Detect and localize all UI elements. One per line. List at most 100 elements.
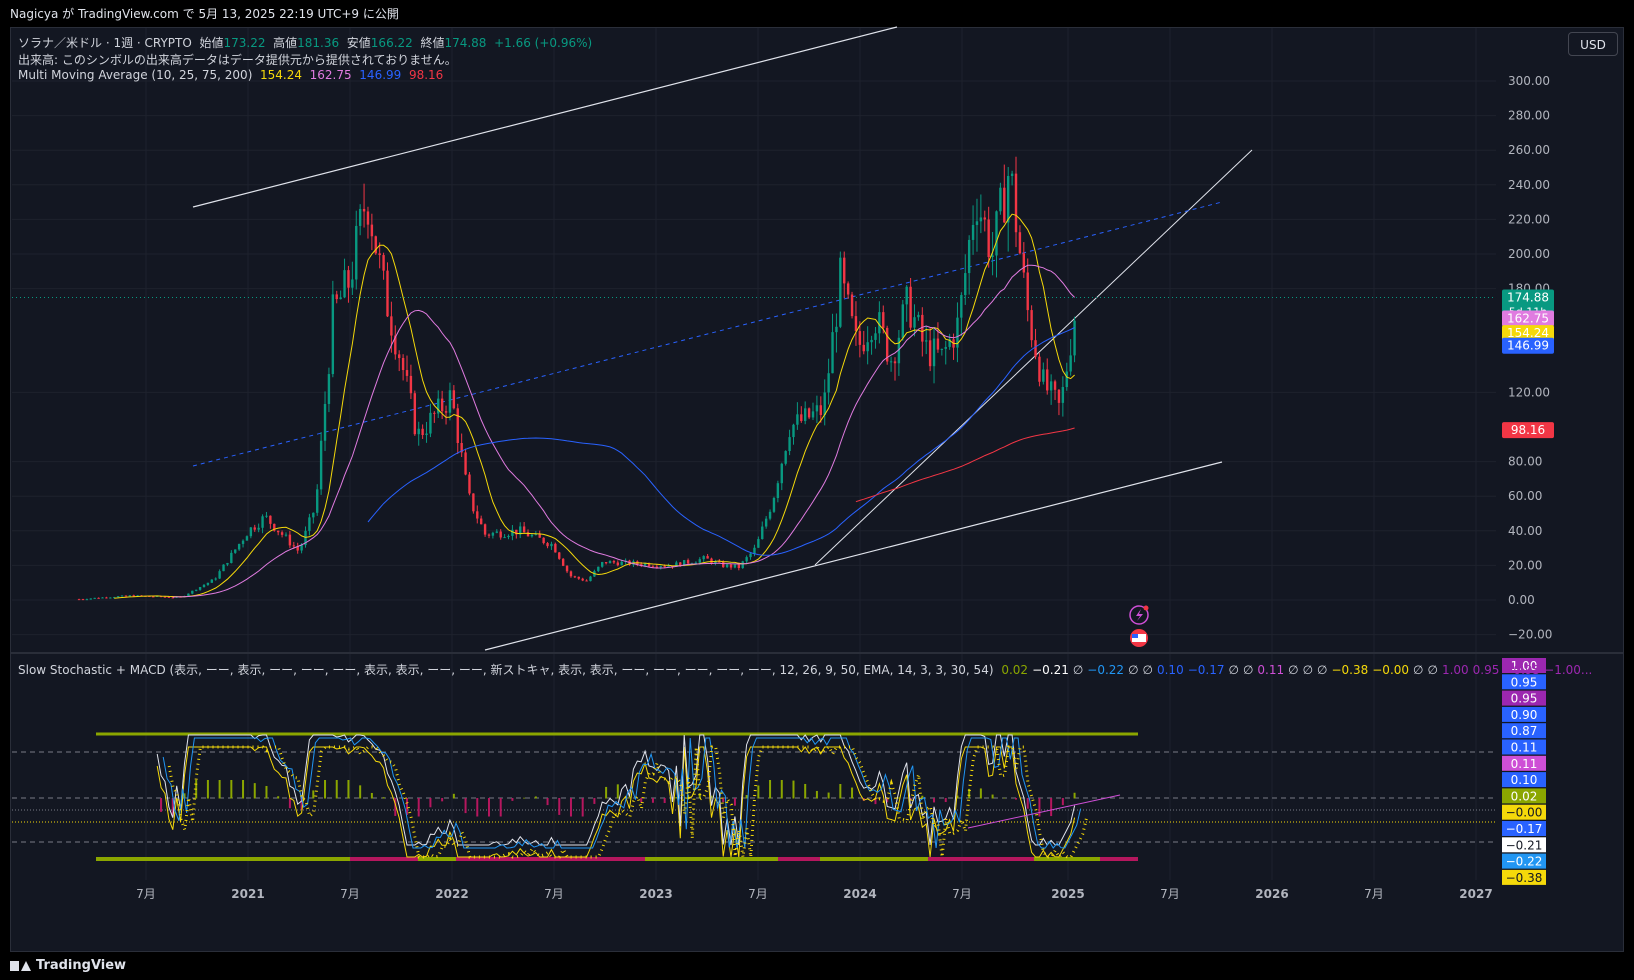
candle — [604, 562, 608, 564]
indicator-value-bg — [1502, 739, 1546, 755]
candle — [784, 451, 787, 464]
currency-button[interactable]: USD — [1568, 32, 1618, 56]
macd-histogram-bar — [464, 798, 467, 814]
price-label-bg — [1502, 310, 1554, 327]
flash-event-icon — [1129, 605, 1149, 625]
candle — [597, 566, 600, 572]
indicator-value: ∅ — [1413, 663, 1424, 677]
candle — [893, 361, 897, 364]
candle — [909, 286, 912, 328]
macd-histogram-bar — [675, 797, 678, 799]
macd-histogram-bar — [359, 785, 362, 799]
macd-histogram-bar — [804, 783, 807, 799]
indicator-value-bg — [1502, 706, 1546, 722]
price-tick: 240.00 — [1508, 178, 1550, 192]
candles — [77, 156, 1076, 601]
candle — [768, 511, 772, 519]
time-tick: 2023 — [639, 887, 672, 901]
candle — [331, 294, 335, 375]
candle — [741, 561, 744, 569]
divergence-line — [967, 794, 1121, 829]
indicator-value-text: 0.95 — [1511, 675, 1538, 689]
price-label-text: 174.88 — [1507, 290, 1549, 304]
price-tick: 220.00 — [1508, 212, 1550, 226]
macd-histogram-bar — [1015, 798, 1018, 800]
candle — [319, 440, 323, 490]
macd-histogram-bar — [640, 798, 643, 803]
indicator-value: −0.22 — [1087, 663, 1125, 677]
candle — [124, 595, 128, 597]
indicator-value-text: 0.90 — [1511, 708, 1538, 722]
trend-segment — [928, 857, 1034, 861]
candle — [987, 219, 990, 258]
candle — [776, 483, 780, 498]
candle — [749, 553, 752, 558]
macd-histogram-bar — [851, 787, 854, 799]
indicator-value-text: 0.10 — [1511, 773, 1538, 787]
macd-histogram-bar — [1050, 798, 1053, 817]
candle — [788, 437, 791, 452]
candle — [280, 532, 284, 535]
price-label-bg — [1502, 337, 1554, 354]
indicator-value-bg — [1502, 690, 1546, 706]
candle — [522, 526, 526, 533]
candle — [729, 564, 733, 568]
candle — [718, 561, 721, 563]
candle — [843, 257, 846, 284]
candle — [823, 392, 826, 415]
indicator-legend[interactable]: Slow Stochastic + MACD (表示, ーー, 表示, ーー, … — [18, 661, 1592, 678]
candle — [882, 312, 885, 328]
time-tick: 2024 — [843, 887, 876, 901]
macd-histogram-bar — [523, 797, 526, 799]
indicator-value: −0.17 — [1187, 663, 1225, 677]
macd-histogram-bar — [1061, 798, 1064, 806]
candle — [870, 339, 873, 343]
candle — [113, 597, 116, 599]
candle — [495, 531, 498, 533]
indicator-value: 0.95 — [1472, 663, 1500, 677]
candle — [476, 511, 479, 519]
candle — [351, 279, 354, 288]
candle — [81, 599, 85, 601]
candle — [534, 533, 538, 535]
indicator-value-text: 0.02 — [1511, 789, 1538, 803]
ma-legend[interactable]: Multi Moving Average (10, 25, 75, 200) 1… — [18, 68, 443, 82]
indicator-value-text: −0.00 — [1506, 806, 1543, 820]
macd-histogram-bar — [487, 798, 490, 817]
indicator-value-text: −0.38 — [1506, 871, 1543, 885]
candle — [206, 582, 210, 585]
candle — [85, 599, 89, 601]
candle — [288, 534, 292, 546]
candle — [936, 338, 940, 350]
candle — [300, 545, 303, 551]
candle — [105, 597, 108, 599]
candle — [807, 408, 811, 418]
candle — [273, 523, 276, 531]
candle — [983, 217, 986, 220]
candle — [616, 562, 620, 566]
indicator-value: 0.02 — [1001, 663, 1029, 677]
indicator-value: ∅ — [1288, 663, 1299, 677]
candle — [417, 428, 420, 435]
candle — [468, 474, 471, 494]
indicator-value-bg — [1502, 658, 1546, 673]
candle — [831, 332, 834, 374]
price-tick: 200.00 — [1508, 247, 1550, 261]
macd-histogram-bar — [968, 788, 971, 799]
indicator-value: ∅ — [1317, 663, 1328, 677]
candle — [1061, 387, 1065, 403]
candle — [116, 596, 120, 598]
symbol-name[interactable]: ソラナ／米ドル · 1週 · CRYPTO — [18, 36, 192, 50]
open-value: 173.22 — [223, 36, 266, 50]
candle — [429, 412, 432, 434]
candle — [511, 529, 514, 536]
candle — [764, 518, 768, 527]
macd-histogram-bar — [206, 780, 209, 799]
candle — [237, 543, 241, 550]
candle — [803, 408, 807, 421]
macd-histogram-bar — [312, 790, 315, 799]
candle — [921, 314, 924, 342]
price-axis: 300.00280.00260.00240.00220.00200.00180.… — [1508, 74, 1552, 642]
indicator-value-bg — [1502, 853, 1546, 869]
